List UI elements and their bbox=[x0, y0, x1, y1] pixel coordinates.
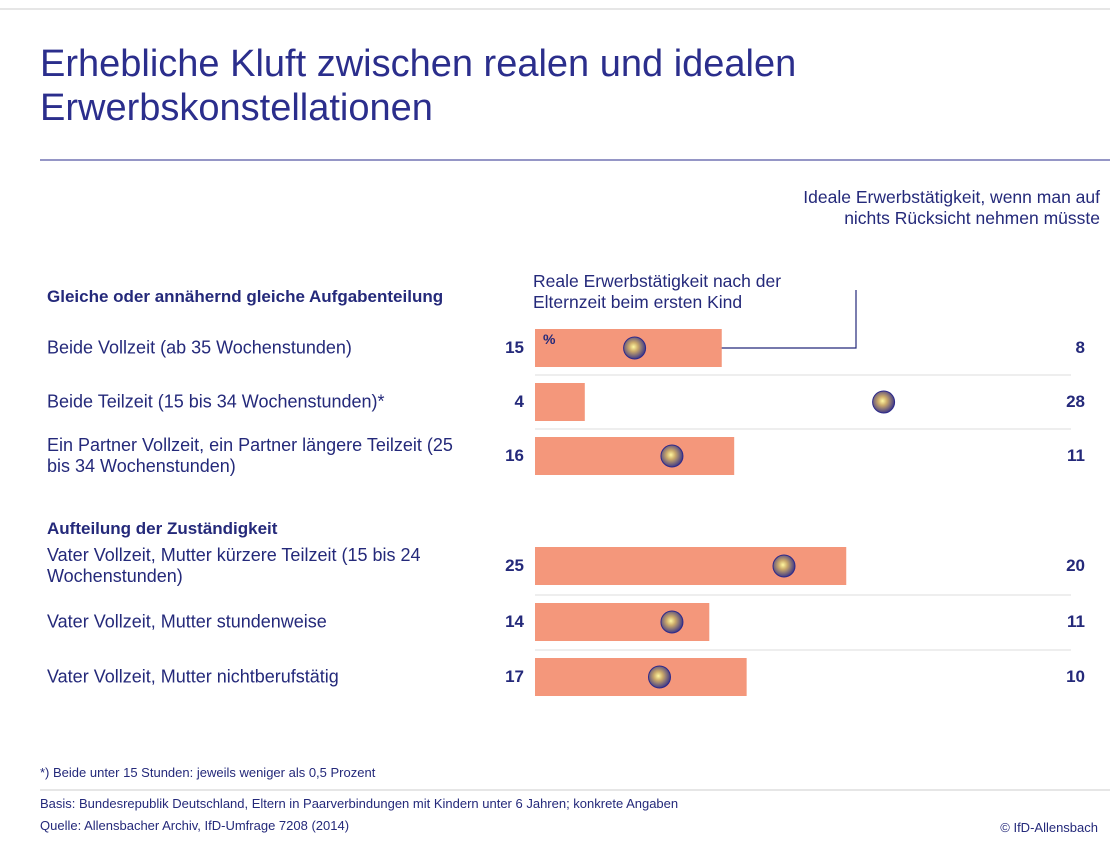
value-label: 8 bbox=[1075, 338, 1085, 357]
value-label: 4 bbox=[514, 392, 524, 411]
source: Quelle: Allensbacher Archiv, IfD-Umfrage… bbox=[40, 818, 350, 833]
category-label: Beide Vollzeit (ab 35 Wochenstunden) bbox=[47, 337, 352, 358]
category-label: Vater Vollzeit, Mutter nichtberufstätig bbox=[47, 666, 339, 687]
dot bbox=[872, 390, 896, 414]
value-label: 16 bbox=[505, 446, 524, 465]
footnote: *) Beide unter 15 Stunden: jeweils wenig… bbox=[40, 765, 376, 780]
dot bbox=[660, 610, 684, 634]
dot bbox=[623, 336, 647, 360]
legend-entry: Reale Erwerbstätigkeit nach der Elternze… bbox=[533, 271, 782, 312]
category-label: Beide Teilzeit (15 bis 34 Wochenstunden)… bbox=[47, 391, 385, 412]
category-label: Ein Partner Vollzeit, ein Partner länger… bbox=[47, 435, 453, 476]
bar bbox=[535, 383, 585, 421]
group-heading: Gleiche oder annähernd gleiche Aufgabent… bbox=[47, 287, 444, 306]
group-heading: Aufteilung der Zuständigkeit bbox=[47, 519, 278, 538]
category-label: Vater Vollzeit, Mutter stundenweise bbox=[47, 611, 327, 632]
value-label: 20 bbox=[1066, 556, 1085, 575]
dot bbox=[660, 444, 684, 468]
value-label: 11 bbox=[1067, 446, 1085, 465]
value-label: 28 bbox=[1066, 392, 1085, 411]
bar bbox=[535, 437, 735, 475]
value-label: 25 bbox=[505, 556, 524, 575]
basis: Basis: Bundesrepublik Deutschland, Elter… bbox=[40, 796, 679, 811]
copyright: © IfD-Allensbach bbox=[1000, 820, 1098, 835]
value-label: 10 bbox=[1066, 667, 1085, 686]
dot bbox=[772, 554, 796, 578]
value-label: 11 bbox=[1067, 612, 1085, 631]
legend-entry: Ideale Erwerbstätigkeit, wenn man auf ni… bbox=[803, 187, 1100, 228]
bar bbox=[535, 658, 747, 696]
dot bbox=[648, 665, 671, 689]
value-label: 15 bbox=[505, 338, 524, 357]
unit-label: % bbox=[543, 331, 556, 347]
category-label: Vater Vollzeit, Mutter kürzere Teilzeit … bbox=[47, 545, 421, 586]
chart-title: Erhebliche Kluft zwischen realen und ide… bbox=[40, 43, 797, 129]
value-label: 17 bbox=[505, 667, 524, 686]
value-label: 14 bbox=[505, 612, 524, 631]
bar bbox=[535, 547, 847, 585]
